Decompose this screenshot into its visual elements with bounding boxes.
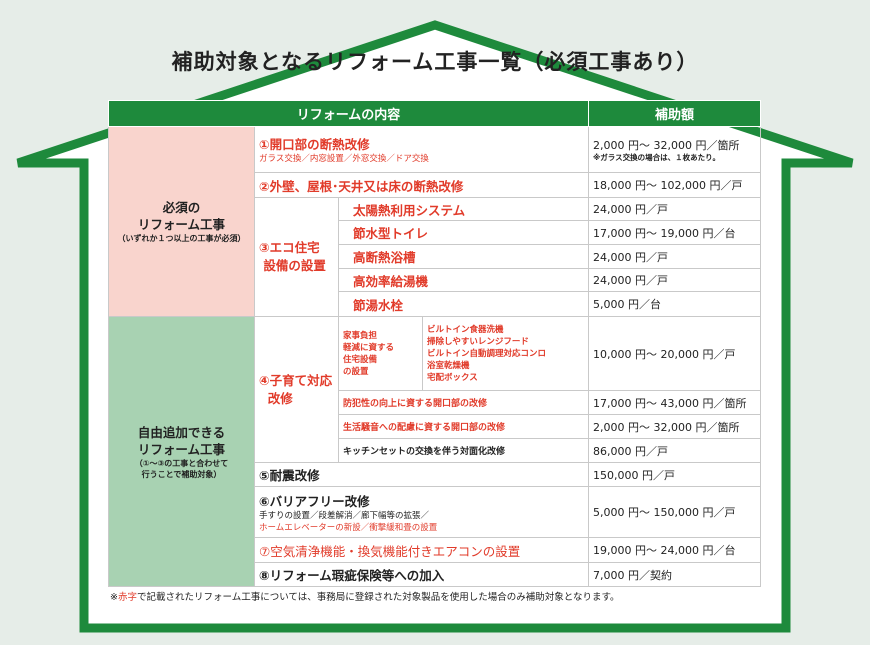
row-seismic: ⑤耐震改修 [254,462,589,487]
header-content: リフォームの内容 [108,100,589,127]
header-amount: 補助額 [588,100,761,127]
housework-label: 家事負担 軽減に資する 住宅設備 の設置 [338,316,423,391]
row-insurance: ⑧リフォーム瑕疵保険等への加入 [254,562,589,587]
childcare-item: 防犯性の向上に資する開口部の改修 [338,390,589,415]
footnote: ※赤字で記載されたリフォーム工事については、事務局に登録された対象製品を使用した… [110,592,620,603]
amount: 5,000 円／台 [588,291,761,317]
page-title: 補助対象となるリフォーム工事一覧（必須工事あり） [171,50,699,74]
childcare-label: ④子育て対応 改修 [254,316,339,463]
eco-item: 高効率給湯機 [338,268,589,292]
amount: 150,000 円／戸 [588,462,761,487]
row-aircon: ⑦空気清浄機能・換気機能付きエアコンの設置 [254,537,589,563]
row-barrier-free: ⑥バリアフリー改修 手すりの設置／段差解消／廊下幅等の拡張／ ホームエレベーターの新… [254,486,589,538]
optional-category: 自由追加できる リフォーム工事 （①～③の工事と合わせて 行うことで補助対象） [108,316,255,587]
amount: 24,000 円／戸 [588,244,761,269]
amount: 24,000 円／戸 [588,268,761,292]
required-category: 必須の リフォーム工事 （いずれか１つ以上の工事が必須） [108,126,255,317]
amount: 10,000 円～ 20,000 円／戸 [588,316,761,391]
row-opening-insulation: ①開口部の断熱改修 ガラス交換／内窓設置／外窓交換／ドア交換 [254,126,589,173]
amount: 17,000 円～ 43,000 円／箇所 [588,390,761,415]
eco-equipment-label: ③エコ住宅 設備の設置 [254,197,339,317]
amount: 2,000 円～ 32,000 円／箇所 ※ガラス交換の場合は、１枚あたり。 [588,126,761,173]
eco-item: 太陽熱利用システム [338,197,589,221]
amount: 24,000 円／戸 [588,197,761,221]
childcare-item: 生活騒音への配慮に資する開口部の改修 [338,414,589,439]
amount: 7,000 円／契約 [588,562,761,587]
amount: 17,000 円～ 19,000 円／台 [588,220,761,245]
eco-item: 節水型トイレ [338,220,589,245]
childcare-item: キッチンセットの交換を伴う対面化改修 [338,438,589,463]
amount: 18,000 円～ 102,000 円／戸 [588,172,761,198]
table-area: リフォームの内容 補助額 必須の リフォーム工事 （いずれか１つ以上の工事が必須） ①… [108,100,761,604]
amount: 19,000 円～ 24,000 円／台 [588,537,761,563]
row-wall-insulation: ②外壁、屋根･天井又は床の断熱改修 [254,172,589,198]
reform-table: リフォームの内容 補助額 必須の リフォーム工事 （いずれか１つ以上の工事が必須） ①… [108,100,761,587]
housework-items: ビルトイン食器洗機 掃除しやすいレンジフード ビルトイン自動調理対応コンロ 浴室乾燥機… [422,316,589,391]
eco-item: 節湯水栓 [338,291,589,317]
amount: 86,000 円／戸 [588,438,761,463]
eco-item: 高断熱浴槽 [338,244,589,269]
amount: 2,000 円～ 32,000 円／箇所 [588,414,761,439]
amount: 5,000 円～ 150,000 円／戸 [588,486,761,538]
